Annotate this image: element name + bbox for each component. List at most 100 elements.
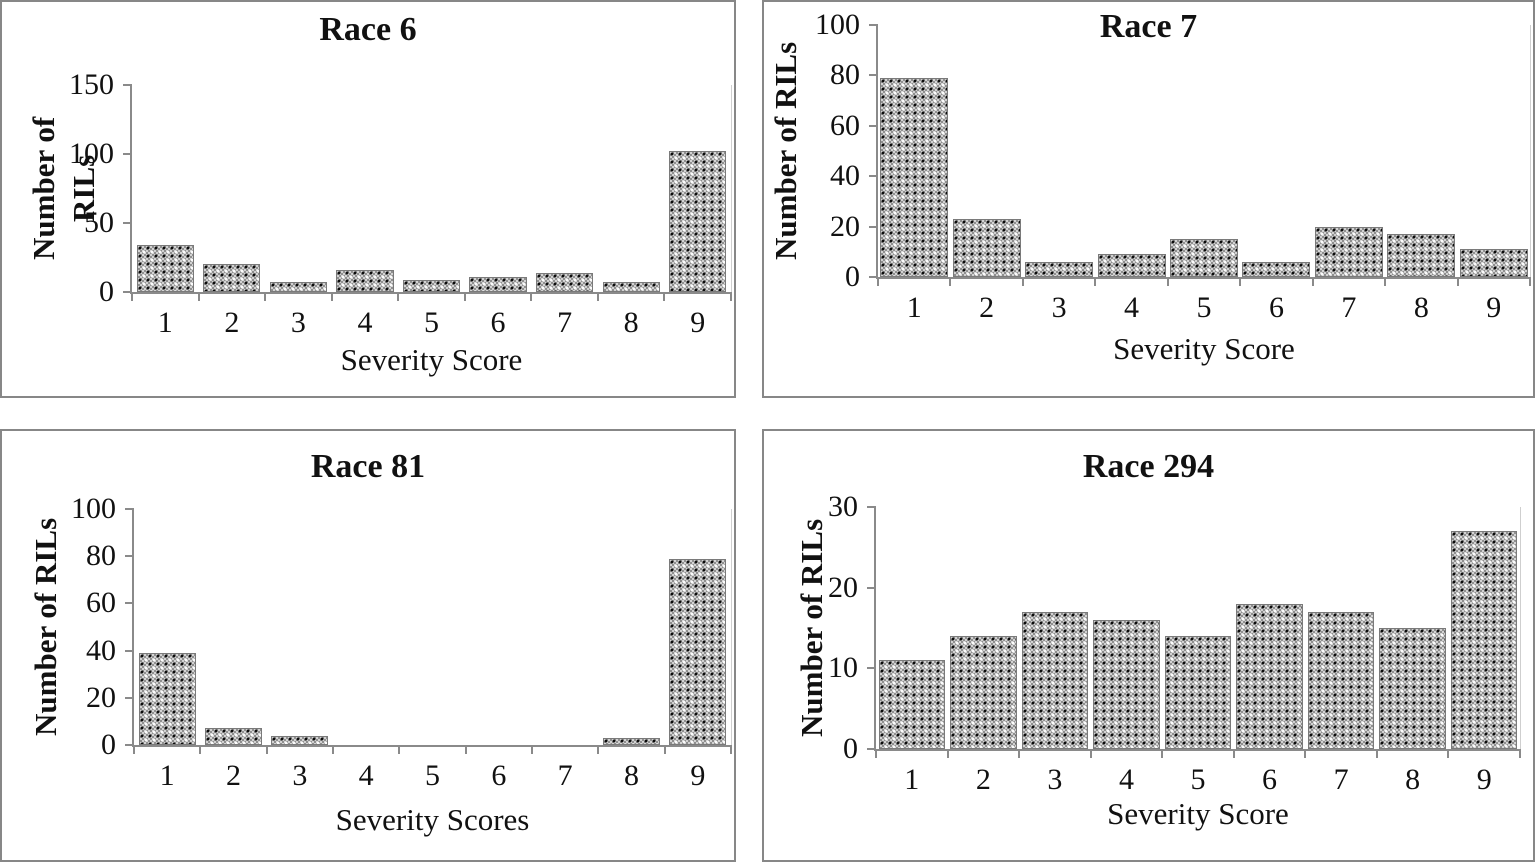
y-axis-label: Number of RILs [794,518,829,738]
plot-area: 1 2 3 4 5 6 7 8 9 0 20 40 60 80 100 [815,10,1531,324]
y-tick-label: 60 [830,108,860,142]
x-tick-label: 5 [1196,291,1212,324]
bar-score-2 [952,219,1021,277]
x-tick-mark [1304,749,1307,758]
chart-title: Race 7 [1099,8,1198,45]
x-tick-mark [730,745,732,754]
bar-score-2 [204,728,262,745]
chart-panel-race-7: Race 7 Number of RILs 1 2 3 4 5 6 7 8 9 0 20 40 60 80… [762,0,1535,398]
bar-score-8 [1387,234,1456,277]
x-tick-mark [1447,749,1450,758]
y-tick-label: 0 [99,275,114,308]
y-tick-label: 100 [815,8,860,41]
y-tick-label: 50 [84,206,114,239]
plot-area: 1 2 3 4 5 6 7 8 9 0 10 20 30 [828,492,1521,796]
x-axis-label: Severity Scores [335,802,530,837]
y-tick-label: 100 [69,137,114,170]
x-tick-label: 2 [226,759,241,792]
bar-score-7 [1307,611,1375,749]
y-tick-label: 30 [828,490,858,523]
x-tick-label: 4 [1118,763,1134,796]
y-tick-label: 20 [86,680,116,714]
plot-right-border [1520,507,1521,749]
y-axis-line [874,507,876,751]
x-tick-label: 5 [424,306,439,339]
y-tick-mark [125,555,134,558]
x-tick-mark [264,292,267,301]
x-tick-label: 5 [425,759,440,792]
x-tick-mark [1456,277,1459,286]
y-axis-line [876,25,878,279]
y-tick-mark [867,586,876,589]
plot-right-border [731,509,732,745]
x-axis-label: Severity Score [1113,331,1295,366]
bar-score-8 [602,737,660,745]
x-tick-mark [464,745,467,754]
bar-score-5 [402,279,461,292]
y-tick-label: 80 [86,539,116,573]
x-tick-mark [530,292,533,301]
x-tick-mark [1529,277,1531,286]
x-tick-mark [197,292,200,301]
y-axis-line [132,509,134,747]
chart-panel-race-6: Race 6 Number of RILs 1 2 3 4 5 6 7 8 9 0 50 100 150… [0,0,736,398]
x-tick-label: 3 [1051,291,1067,324]
x-tick-mark [949,277,952,286]
x-tick-label: 7 [1341,291,1357,324]
x-tick-label: 1 [157,306,173,339]
x-tick-mark [1161,749,1164,758]
x-tick-mark [131,292,133,301]
chart-panel-race-81: Race 81 Number of RILs 1 2 3 4 5 6 7 8 9 0 20 40 60 8… [0,429,736,862]
x-axis-line [876,277,1530,279]
y-tick-label: 0 [101,728,116,761]
y-axis-label: Number of RILs [26,116,101,261]
x-axis-label: Severity Score [1107,796,1289,831]
x-tick-mark [330,292,333,301]
x-tick-mark [597,745,600,754]
x-tick-mark [730,292,732,301]
x-tick-label: 9 [1476,763,1492,796]
y-tick-mark [125,602,134,605]
bar-score-7 [1314,226,1383,277]
y-tick-mark [123,291,132,293]
y-tick-label: 20 [830,209,860,243]
x-tick-label: 8 [624,759,639,792]
bar-score-9 [669,151,727,292]
x-tick-mark [463,292,466,301]
y-tick-mark [867,667,876,670]
x-tick-label: 8 [1413,291,1429,324]
x-tick-label: 8 [1405,763,1421,796]
x-tick-mark [1089,749,1092,758]
x-tick-label: 3 [290,306,306,339]
y-tick-label: 100 [71,492,116,525]
y-tick-label: 0 [845,260,860,293]
bar-score-3 [269,282,327,292]
bar-score-9 [1459,249,1528,277]
x-tick-label: 9 [690,759,706,792]
x-tick-label: 6 [1268,291,1284,324]
x-tick-mark [1519,749,1521,758]
x-tick-mark [1239,277,1242,286]
chart-title: Race 6 [319,11,417,48]
y-tick-mark [125,744,134,746]
x-tick-label: 6 [491,759,507,792]
x-tick-label: 2 [979,291,995,324]
y-tick-mark [125,508,134,510]
x-tick-mark [877,277,879,286]
x-tick-mark [332,745,334,754]
y-tick-label: 40 [86,633,116,667]
x-tick-label: 4 [1124,291,1140,324]
y-tick-mark [123,222,132,224]
x-tick-mark [1311,277,1314,286]
bar-score-1 [136,245,194,292]
x-tick-label: 6 [1262,763,1278,796]
x-tick-mark [1384,277,1387,286]
y-tick-label: 10 [828,651,858,685]
bar-score-9 [669,558,727,745]
bar-score-6 [1236,603,1303,749]
bar-score-1 [878,660,946,749]
y-tick-mark [869,225,878,228]
y-tick-mark [869,124,878,127]
y-tick-label: 60 [86,586,116,620]
y-tick-label: 80 [830,58,860,92]
